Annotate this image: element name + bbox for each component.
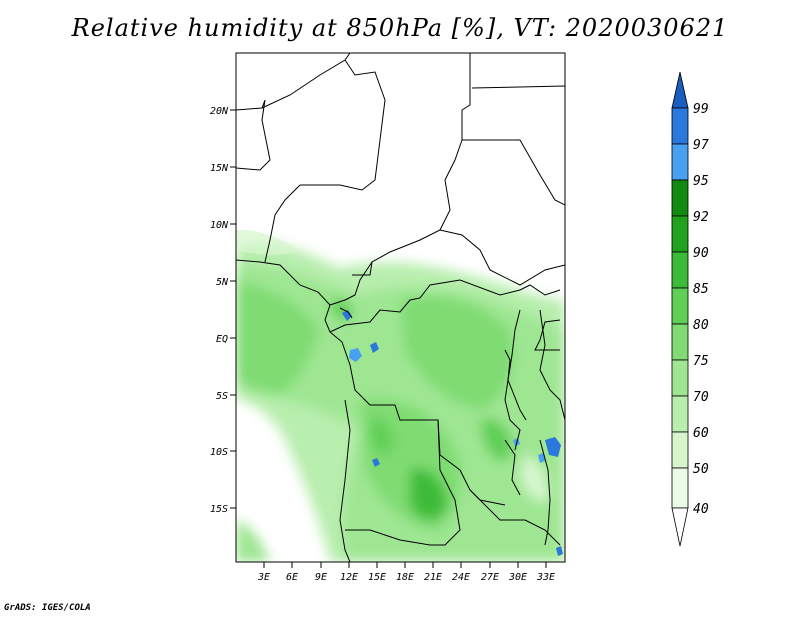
colorbar-box-95-97: [671, 143, 689, 181]
lat-label-15s: 15S: [210, 504, 228, 515]
colorbar-box-60-70: [671, 395, 689, 433]
lat-label-15n: 15N: [210, 163, 229, 174]
colorbar-label-99: 99: [693, 102, 709, 117]
lon-label-9e: 9E: [315, 572, 327, 583]
lat-label-10s: 10S: [210, 447, 228, 458]
lon-label-24e: 24E: [452, 572, 470, 583]
colorbar-box-40-50: [671, 467, 689, 509]
latitude-axis: [230, 109, 236, 509]
colorbar-box-50-60: [671, 431, 689, 469]
grads-credit: GrADS: IGES/COLA: [4, 603, 91, 613]
map-frame: [235, 52, 566, 563]
colorbar-label-90: 90: [693, 246, 709, 261]
colorbar-label-40: 40: [693, 502, 709, 517]
lat-label-10n: 10N: [210, 220, 229, 231]
colorbar-box-75-80: [671, 323, 689, 361]
colorbar-label-80: 80: [693, 318, 709, 333]
colorbar-label-60: 60: [693, 426, 709, 441]
longitude-labels: 3E 6E 9E 12E 15E 18E 21E 24E 27E 30E 33E: [257, 572, 555, 583]
colorbar-label-85: 85: [693, 282, 709, 297]
lat-label-20n: 20N: [210, 106, 229, 117]
colorbar-box-97-99: [671, 107, 689, 145]
blue-patches: [342, 310, 563, 556]
colorbar-box-92-95: [671, 179, 689, 217]
colorbar-label-75: 75: [693, 354, 709, 369]
lon-label-21e: 21E: [424, 572, 442, 583]
colorbar-top-arrow: [671, 71, 689, 109]
lon-label-33e: 33E: [536, 572, 555, 583]
colorbar-bottom-arrow: [671, 507, 689, 547]
lon-label-30e: 30E: [508, 572, 527, 583]
lon-label-18e: 18E: [396, 572, 414, 583]
lat-label-5n: 5N: [216, 277, 229, 288]
map-title: Relative humidity at 850hPa [%], VT: 202…: [71, 14, 729, 42]
latitude-labels: 20N 15N 10N 5N EQ 5S 10S 15S: [210, 106, 229, 515]
colorbar-label-95: 95: [693, 174, 709, 189]
colorbar-label-50: 50: [693, 462, 709, 477]
lat-label-5s: 5S: [216, 391, 228, 402]
colorbar-box-80-85: [671, 287, 689, 325]
colorbar-box-70-75: [671, 359, 689, 397]
lat-label-eq: EQ: [216, 334, 228, 345]
colorbar-label-97: 97: [693, 138, 709, 153]
colorbar: [671, 71, 689, 547]
colorbar-box-85-90: [671, 251, 689, 289]
longitude-axis: [263, 562, 547, 568]
humidity-field: [236, 53, 565, 562]
lon-label-6e: 6E: [286, 572, 298, 583]
lon-label-15e: 15E: [368, 572, 386, 583]
colorbar-label-92: 92: [693, 210, 709, 225]
colorbar-box-90-92: [671, 215, 689, 253]
country-borders: [236, 53, 565, 562]
lon-label-27e: 27E: [481, 572, 499, 583]
lon-label-12e: 12E: [340, 572, 358, 583]
lon-label-3e: 3E: [257, 572, 270, 583]
colorbar-label-70: 70: [693, 390, 709, 405]
colorbar-labels: 99 97 95 92 90 85 80 75 70 60 50 40: [693, 102, 709, 517]
